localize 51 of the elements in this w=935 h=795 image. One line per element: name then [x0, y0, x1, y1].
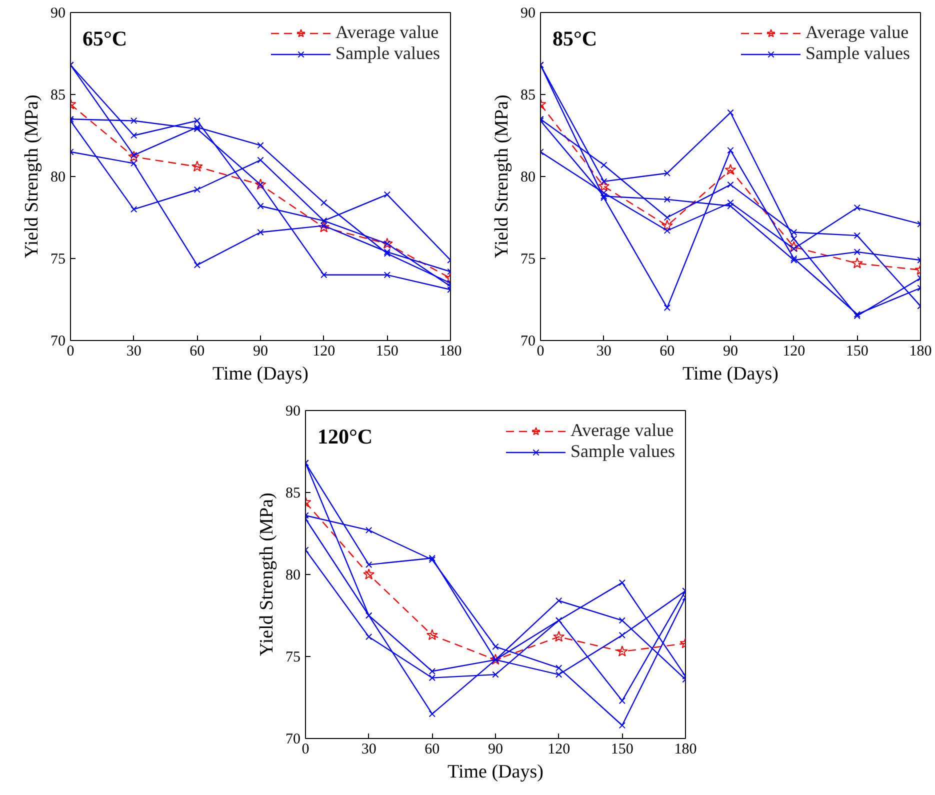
x-tick-label: 90 [253, 344, 268, 360]
legend-label: Average value [336, 22, 439, 43]
y-axis-title: Yield Strength (MPa) [256, 492, 278, 656]
y-tick-label: 85 [50, 88, 66, 104]
text: 65°C [82, 26, 128, 50]
y-tick-label: 70 [50, 334, 66, 350]
x-tick-label: 150 [846, 344, 868, 360]
y-tick-label: 75 [50, 252, 66, 268]
y-tick-label: 90 [286, 404, 300, 420]
y-tick-label: 90 [50, 6, 66, 22]
x-tick-label: 120 [548, 742, 570, 758]
x-tick-label: 120 [782, 344, 806, 360]
x-tick-label: 60 [424, 742, 440, 758]
legend-label: Sample values [806, 43, 910, 64]
legend-label: Sample values [336, 43, 440, 64]
y-tick-label: 90 [520, 6, 536, 22]
y-axis-title: Yield Strength (MPa) [22, 94, 42, 258]
x-axis-title: Time (Days) [448, 762, 544, 782]
x-tick-label: 90 [723, 344, 738, 360]
legend-label: Average value [570, 420, 674, 441]
y-axis-title: Yield Strength (MPa) [492, 94, 512, 258]
y-tick-label: 85 [286, 486, 300, 502]
x-axis-title: Time (Days) [212, 364, 308, 384]
y-tick-label: 80 [286, 568, 300, 584]
x-tick-label: 180 [439, 344, 462, 360]
x-tick-label: 150 [610, 742, 634, 758]
y-tick-label: 75 [286, 650, 300, 666]
x-tick-label: 0 [66, 344, 74, 360]
y-tick-label: 70 [286, 732, 300, 748]
text: 120°C [318, 424, 373, 448]
legend-label: Sample values [570, 441, 675, 462]
x-tick-label: 180 [909, 344, 932, 360]
y-tick-label: 70 [520, 334, 536, 350]
x-tick-label: 150 [376, 344, 398, 360]
y-tick-label: 85 [520, 88, 536, 104]
x-tick-label: 180 [674, 742, 697, 758]
y-tick-label: 80 [50, 170, 66, 186]
x-axis-title: Time (Days) [682, 364, 778, 384]
legend-label: Average value [806, 22, 909, 43]
x-tick-label: 60 [190, 344, 205, 360]
x-tick-label: 120 [312, 344, 336, 360]
x-tick-label: 0 [302, 742, 310, 758]
y-tick-label: 80 [520, 170, 536, 186]
y-tick-label: 75 [520, 252, 536, 268]
x-tick-label: 30 [126, 344, 142, 360]
x-tick-label: 0 [536, 344, 544, 360]
x-tick-label: 30 [361, 742, 376, 758]
text: 85°C [552, 26, 598, 50]
x-tick-label: 90 [488, 742, 503, 758]
x-tick-label: 30 [596, 344, 612, 360]
x-tick-label: 60 [660, 344, 675, 360]
